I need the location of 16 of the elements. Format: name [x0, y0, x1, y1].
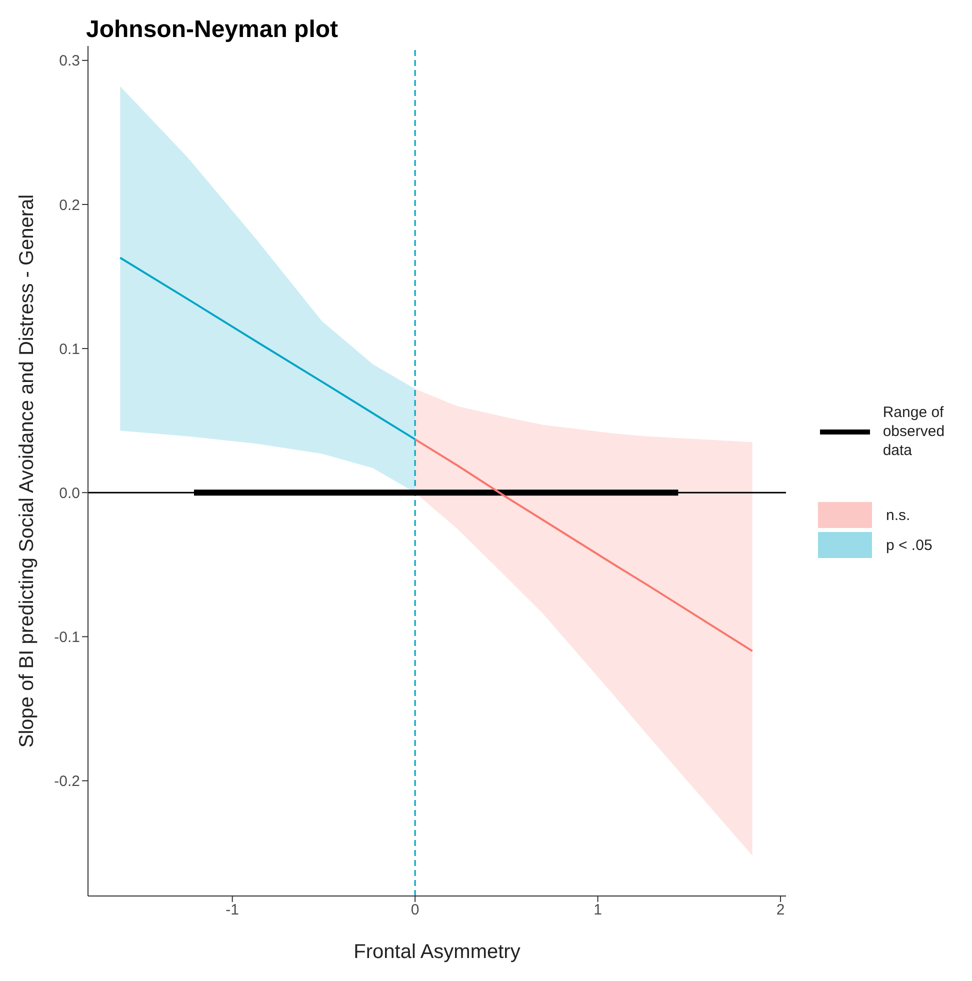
- y-tick-label: 0.0: [59, 484, 80, 502]
- chart-title: Johnson-Neyman plot: [86, 16, 338, 44]
- x-tick-label: 2: [776, 902, 785, 919]
- legend-label: p < .05: [886, 536, 932, 554]
- y-tick-label: 0.2: [59, 196, 80, 214]
- legend-label: n.s.: [886, 506, 910, 524]
- x-axis-title: Frontal Asymmetry: [354, 941, 520, 963]
- y-tick-label: -0.1: [54, 629, 80, 646]
- x-tick-label: 0: [410, 902, 420, 919]
- y-tick-label: -0.2: [54, 773, 80, 790]
- y-tick-label: 0.1: [59, 340, 80, 358]
- y-tick-label: 0.3: [59, 52, 80, 70]
- x-tick-label: -1: [226, 902, 240, 919]
- legend-label: Range of observed data: [882, 403, 946, 460]
- y-axis-title: Slope of BI predicting Social Avoidance and Distress - General: [16, 194, 38, 748]
- x-tick-label: 1: [594, 902, 602, 919]
